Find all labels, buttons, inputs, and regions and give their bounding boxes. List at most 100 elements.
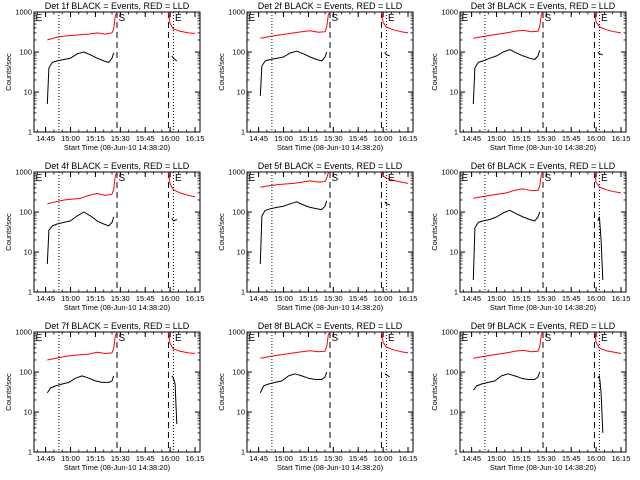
events-rate-line <box>259 200 328 265</box>
x-tick-label: 15:45 <box>349 454 368 463</box>
events-rate-line <box>46 375 115 394</box>
x-tick-label: 15:15 <box>299 294 318 303</box>
y-axis-label: Counts/sec <box>430 213 439 251</box>
y-tick-label: 10 <box>24 408 32 417</box>
x-tick-label: 15:15 <box>86 294 105 303</box>
y-tick-label: 1 <box>454 128 458 137</box>
y-axis-label: Counts/sec <box>430 53 439 91</box>
lld-rate-line <box>47 171 118 205</box>
plot-title: Det 4f BLACK = Events, RED = LLD <box>45 161 190 171</box>
x-tick-label: 16:00 <box>374 294 393 303</box>
x-axis-label: Start Time (08-Jun-10 14:38:20) <box>490 303 597 312</box>
x-tick-label: 16:15 <box>186 294 205 303</box>
detector-panel: Det 6f BLACK = Events, RED = LLD 1 10 100 10… <box>426 160 639 320</box>
plot-title: Det 5f BLACK = Events, RED = LLD <box>258 161 403 171</box>
interval-marker-label: S <box>332 333 339 344</box>
x-tick-label: 15:30 <box>537 134 556 143</box>
plot-title: Det 9f BLACK = Events, RED = LLD <box>471 321 616 331</box>
events-rate-line <box>171 375 178 425</box>
interval-marker-label: E <box>462 173 469 184</box>
y-tick-label: 10 <box>237 248 245 257</box>
x-tick-label: 15:15 <box>512 134 531 143</box>
y-axis-label: Counts/sec <box>4 53 13 91</box>
interval-marker-label: E <box>249 173 256 184</box>
lld-rate-line <box>473 331 544 359</box>
interval-marker-label: S <box>119 173 126 184</box>
x-tick-label: 15:45 <box>349 134 368 143</box>
plot-title: Det 7f BLACK = Events, RED = LLD <box>45 321 190 331</box>
lld-rate-line <box>168 11 196 34</box>
lld-rate-line <box>260 171 331 188</box>
x-tick-label: 16:00 <box>587 454 606 463</box>
detector-plot: Det 1f BLACK = Events, RED = LLD 1 10 100 10… <box>4 1 204 152</box>
y-tick-label: 100 <box>232 368 245 377</box>
x-axis-label: Start Time (08-Jun-10 14:38:20) <box>490 463 597 472</box>
events-rate-line <box>472 209 541 281</box>
x-tick-label: 15:15 <box>299 454 318 463</box>
events-rate-line <box>171 217 177 222</box>
y-tick-label: 1000 <box>441 168 458 177</box>
interval-marker-label: S <box>545 173 552 184</box>
x-tick-label: 14:45 <box>36 454 55 463</box>
lld-rate-line <box>47 331 118 361</box>
y-tick-label: 10 <box>24 88 32 97</box>
events-rate-line <box>384 201 390 206</box>
y-axis-label: Counts/sec <box>217 53 226 91</box>
x-tick-label: 16:00 <box>587 294 606 303</box>
lld-rate-line <box>594 331 622 354</box>
x-tick-label: 16:15 <box>399 294 418 303</box>
detector-panel: Det 5f BLACK = Events, RED = LLD 1 10 100 10… <box>213 160 426 320</box>
plot-title: Det 8f BLACK = Events, RED = LLD <box>258 321 403 331</box>
x-axis-label: Start Time (08-Jun-10 14:38:20) <box>277 143 384 152</box>
events-rate-line <box>46 51 115 105</box>
x-tick-label: 15:30 <box>324 454 343 463</box>
y-tick-label: 1000 <box>441 8 458 17</box>
detector-plot: Det 8f BLACK = Events, RED = LLD 1 10 100 10… <box>217 321 417 472</box>
detector-plot: Det 5f BLACK = Events, RED = LLD 1 10 100 10… <box>217 161 418 312</box>
x-tick-label: 15:45 <box>136 454 155 463</box>
interval-marker-label: E <box>175 13 182 24</box>
lld-rate-line <box>47 11 118 41</box>
y-tick-label: 10 <box>450 408 458 417</box>
detector-panel: Det 9f BLACK = Events, RED = LLD 1 10 100 10… <box>426 320 639 480</box>
interval-marker-label: E <box>388 173 395 184</box>
plot-title: Det 1f BLACK = Events, RED = LLD <box>45 1 190 11</box>
x-axis-label: Start Time (08-Jun-10 14:38:20) <box>64 463 171 472</box>
interval-marker-label: S <box>545 13 552 24</box>
x-tick-label: 14:45 <box>36 294 55 303</box>
x-tick-label: 15:45 <box>562 134 581 143</box>
y-tick-label: 1 <box>241 448 245 457</box>
x-tick-label: 16:00 <box>161 294 180 303</box>
interval-marker-label: E <box>175 173 182 184</box>
lld-rate-line <box>473 171 544 199</box>
x-tick-label: 15:15 <box>86 454 105 463</box>
y-tick-label: 1 <box>454 448 458 457</box>
lld-rate-line <box>381 331 409 354</box>
events-rate-line <box>597 216 604 281</box>
x-tick-label: 15:00 <box>61 454 80 463</box>
x-tick-label: 15:45 <box>136 134 155 143</box>
lld-rate-line <box>168 171 196 198</box>
plot-title: Det 3f BLACK = Events, RED = LLD <box>471 1 616 11</box>
events-rate-line <box>472 371 541 391</box>
x-tick-label: 15:30 <box>324 134 343 143</box>
x-tick-label: 14:45 <box>462 294 481 303</box>
x-tick-label: 15:00 <box>487 454 506 463</box>
y-tick-label: 10 <box>450 88 458 97</box>
x-tick-label: 16:15 <box>186 454 205 463</box>
x-tick-label: 16:15 <box>612 454 631 463</box>
y-tick-label: 1000 <box>15 8 32 17</box>
x-tick-label: 15:30 <box>111 134 130 143</box>
x-tick-label: 15:30 <box>537 454 556 463</box>
lld-rate-line <box>594 11 622 34</box>
detector-panel: Det 8f BLACK = Events, RED = LLD 1 10 100 10… <box>213 320 426 480</box>
x-tick-label: 15:30 <box>111 454 130 463</box>
x-axis-label: Start Time (08-Jun-10 14:38:20) <box>490 143 597 152</box>
events-rate-line <box>384 51 390 57</box>
detector-plot: Det 9f BLACK = Events, RED = LLD 1 10 100 10… <box>430 321 631 472</box>
events-rate-line <box>46 211 115 265</box>
x-tick-label: 15:30 <box>324 294 343 303</box>
x-axis-label: Start Time (08-Jun-10 14:38:20) <box>277 463 384 472</box>
y-axis-label: Counts/sec <box>4 373 13 411</box>
